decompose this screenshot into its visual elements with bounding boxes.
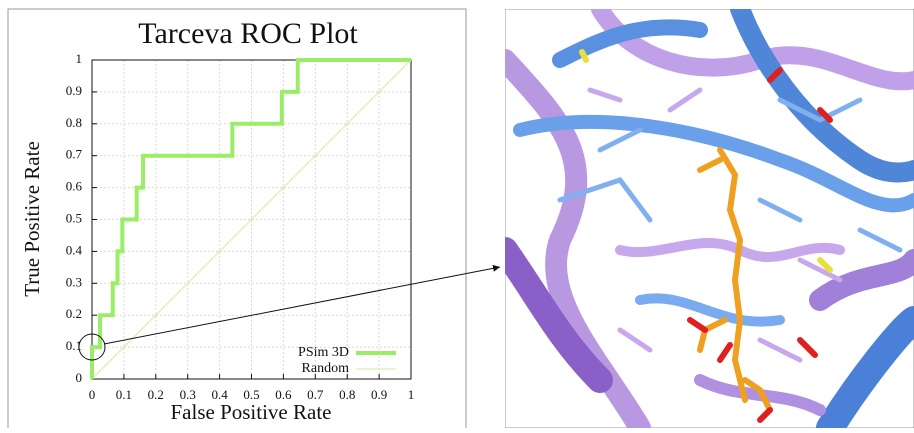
- x-tick-label: 0.6: [275, 387, 292, 402]
- x-tick-label: 1: [408, 387, 415, 402]
- y-axis-label: True Positive Rate: [20, 141, 44, 297]
- x-axis-label: False Positive Rate: [171, 400, 332, 424]
- y-tick-label: 0: [76, 370, 83, 385]
- figure: Tarceva ROC Plot False Positive Rate Tru…: [0, 0, 914, 428]
- x-tick-label: 0.1: [116, 387, 132, 402]
- molecule-image: [505, 9, 914, 428]
- x-tick-label: 0.9: [371, 387, 387, 402]
- y-tick-label: 0.2: [66, 306, 82, 321]
- chart-title: Tarceva ROC Plot: [138, 17, 358, 50]
- x-tick-label: 0.5: [243, 387, 259, 402]
- y-tick-label: 0.6: [66, 179, 83, 194]
- y-tick-label: 1: [76, 51, 83, 66]
- x-tick-label: 0.3: [180, 387, 196, 402]
- x-tick-label: 0.4: [211, 387, 228, 402]
- y-tick-label: 0.8: [66, 115, 82, 130]
- y-tick-label: 0.3: [66, 274, 82, 289]
- y-tick-label: 0.4: [66, 242, 83, 257]
- y-tick-label: 0.7: [66, 147, 83, 162]
- x-tick-label: 0.8: [339, 387, 355, 402]
- legend-label: PSim 3D: [298, 345, 349, 360]
- x-tick-label: 0.2: [148, 387, 164, 402]
- x-tick-label: 0: [89, 387, 96, 402]
- y-tick-label: 0.9: [66, 83, 82, 98]
- y-tick-label: 0.5: [66, 210, 82, 225]
- legend-label: Random: [302, 361, 350, 376]
- x-tick-label: 0.7: [307, 387, 324, 402]
